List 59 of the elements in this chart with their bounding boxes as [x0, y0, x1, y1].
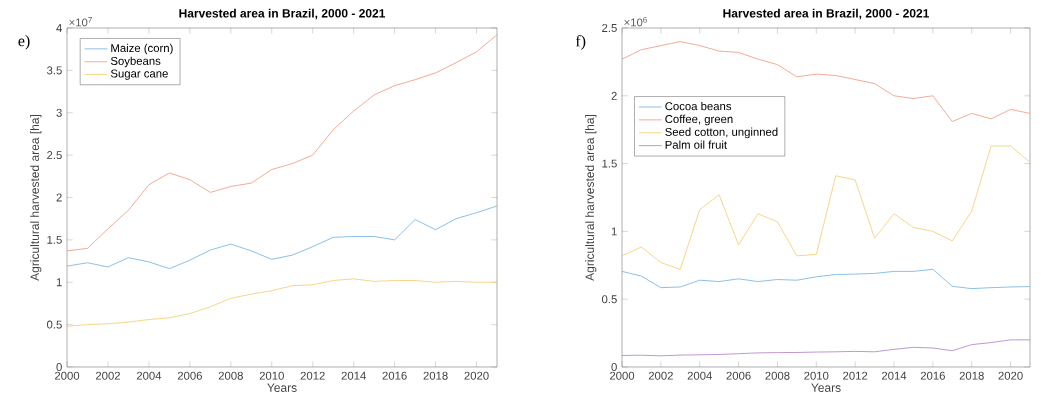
y-tick-label: 2 [56, 193, 62, 202]
line-series [66, 205, 498, 270]
x-tick-label: 2012 [843, 371, 868, 380]
x-tick-label: 2002 [648, 371, 673, 380]
legend-label: Maize (corn) [111, 43, 173, 55]
text: f) [575, 35, 586, 50]
y-tick-label: 0.5 [601, 295, 617, 304]
x-tick-label: 2004 [687, 371, 712, 380]
line-series [66, 278, 498, 327]
y-tick-label: 1.5 [602, 159, 617, 168]
x-tick-label: 2020 [464, 371, 489, 380]
legend-label: Palm oil fruit [665, 140, 727, 149]
x-tick-label: 2016 [920, 371, 945, 380]
legend-label: Sugar cane [110, 69, 168, 80]
y-axis-title: Agricultural harvested area [ha] [585, 114, 597, 281]
x-tick-label: 2010 [259, 371, 284, 380]
x-tick-label: 2018 [959, 371, 984, 380]
x-tick-label: 2010 [804, 371, 829, 380]
y-tick-label: 3 [56, 108, 62, 117]
x-tick-label: 2012 [300, 371, 325, 380]
x-tick-label: 2000 [54, 371, 80, 380]
line-series [66, 34, 498, 252]
y-tick-label: 2.5 [47, 151, 62, 160]
x-tick-label: 2004 [136, 371, 162, 380]
x-axis-title: Years [267, 383, 297, 392]
x-tick-label: 2020 [998, 371, 1023, 380]
y-tick-label: 4 [56, 24, 62, 32]
y-tick-label: 1 [611, 227, 617, 236]
line-series [621, 268, 1031, 290]
chart-title: Harvested area in Brazil, 2000 - 2021 [723, 8, 930, 20]
y-tick-label: 2.5 [602, 23, 617, 32]
y-tick-label: 2 [611, 91, 617, 100]
y-tick-label: 3.5 [46, 66, 62, 75]
text: e) [18, 35, 30, 50]
x-tick-label: 2006 [177, 371, 202, 380]
legend-label: Cocoa beans [665, 101, 732, 111]
x-tick-label: 2008 [765, 371, 790, 380]
chart-title: Harvested area in Brazil, 2000 - 2021 [179, 8, 386, 20]
text: ×10$^{7}$ [69, 17, 92, 27]
x-tick-label: 2018 [423, 371, 448, 380]
x-tick-label: 2000 [609, 371, 635, 380]
x-tick-label: 2014 [341, 371, 366, 380]
x-tick-label: 2014 [881, 371, 907, 380]
line-series [621, 339, 1031, 357]
legend-label: Soybeans [110, 56, 161, 68]
x-tick-label: 2016 [382, 371, 407, 380]
y-axis-title: Agricultural harvested area [ha] [30, 114, 42, 281]
y-tick-label: 0.5 [46, 320, 62, 329]
y-tick-label: 0 [56, 362, 62, 371]
y-tick-label: 1.5 [47, 235, 62, 244]
x-tick-label: 2006 [726, 371, 751, 380]
text: ×10$^{6}$ [624, 16, 647, 27]
legend-label: Seed cotton, unginned [665, 127, 778, 139]
y-tick-label: 1 [56, 278, 62, 287]
legend-label: Coffee, green [665, 114, 733, 126]
x-tick-label: 2008 [218, 371, 243, 380]
x-axis-title: Years [811, 383, 841, 392]
x-tick-label: 2002 [95, 371, 120, 380]
y-tick-label: 0 [611, 362, 617, 371]
